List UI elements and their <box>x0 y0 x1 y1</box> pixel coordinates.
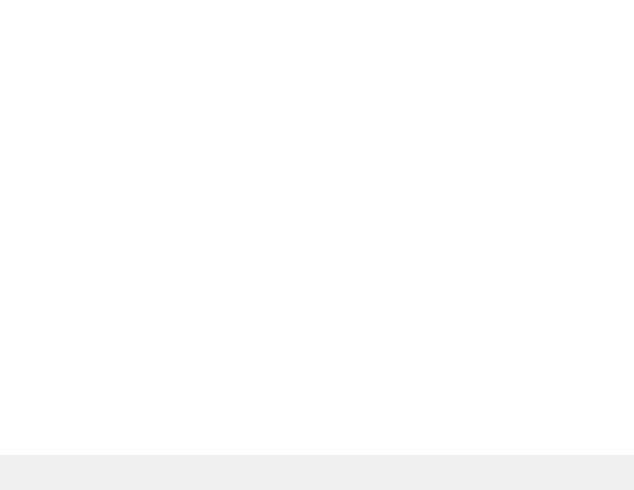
Text: Surface pressure [hPa] ECMWF: Surface pressure [hPa] ECMWF <box>6 466 200 479</box>
Text: Sa 11-05-2024 18:00 UTC (12+150): Sa 11-05-2024 18:00 UTC (12+150) <box>403 466 628 479</box>
